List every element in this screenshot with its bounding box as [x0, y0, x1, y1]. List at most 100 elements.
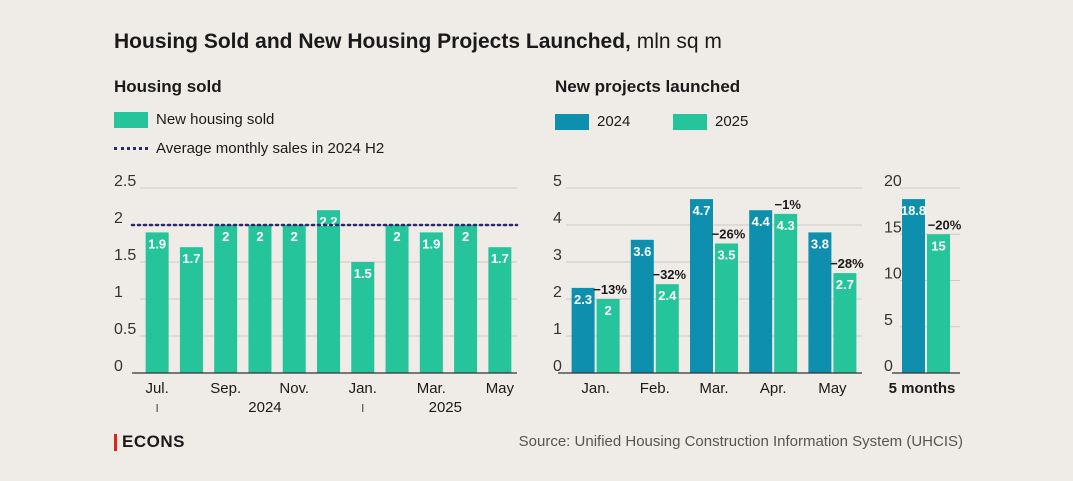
- chart-title-main: Housing Sold and New Housing Projects La…: [114, 30, 631, 53]
- housing-sold-value-label: 1.9: [422, 236, 440, 251]
- projects-2025-value-label: 2.7: [836, 277, 854, 292]
- legend-label-new-housing-sold: New housing sold: [156, 111, 275, 128]
- legend-new-housing-sold: New housing sold: [114, 111, 274, 128]
- projects-2024-value-label: 2.3: [574, 292, 592, 307]
- left-xtick-label: Sep.: [210, 380, 241, 397]
- legend-dotted-line: [114, 147, 148, 150]
- housing-sold-bar: [385, 225, 409, 373]
- projects-change-label: −13%: [593, 282, 627, 297]
- year-label-2024: 2024: [248, 399, 281, 416]
- right-ytick-label: 0: [884, 358, 893, 375]
- left-ytick-label: 1.5: [114, 247, 136, 264]
- housing-sold-bar: [351, 262, 375, 373]
- left-xtick-label: Nov.: [279, 380, 309, 397]
- right-xtick-label: 5 months: [889, 380, 956, 397]
- legend-2025: 2025: [673, 113, 748, 130]
- left-xtick-label: Jan.: [349, 380, 377, 397]
- housing-sold-value-label: 1.7: [491, 251, 509, 266]
- projects-2024-bar: [571, 287, 595, 373]
- left-ytick-label: 2.5: [114, 173, 136, 190]
- middle-ytick-label: 5: [553, 173, 562, 190]
- projects-change-label: −1%: [775, 197, 802, 212]
- logo-red-bar: [114, 433, 117, 451]
- legend-green-swatch: [114, 111, 148, 128]
- housing-sold-value-label: 1.9: [148, 236, 166, 251]
- chart-title: Housing Sold and New Housing Projects La…: [114, 30, 722, 54]
- middle-ytick-label: 0: [553, 358, 562, 375]
- middle-ytick-label: 1: [553, 321, 562, 338]
- right-ytick-label: 5: [884, 312, 893, 329]
- left-ytick-label: 0: [114, 358, 123, 375]
- logo-text: ECONS: [122, 432, 185, 451]
- right-ytick-label: 10: [884, 266, 902, 283]
- legend-2024: 2024: [555, 113, 630, 130]
- projects-2024-value-label: 3.6: [633, 244, 651, 259]
- legend-green-swatch-2025: [673, 113, 707, 130]
- projects-2024-bar: [690, 199, 713, 373]
- total-2024-value-label: 18.8: [901, 203, 926, 218]
- year-label-2025: 2025: [429, 399, 462, 416]
- housing-sold-bar: [179, 247, 203, 373]
- projects-2024-value-label: 3.8: [811, 236, 829, 251]
- total-2025-value-label: 15: [931, 238, 945, 253]
- middle-xtick-label: Jan.: [581, 380, 609, 397]
- left-xtick-label: Jul.: [145, 380, 168, 397]
- housing-sold-bar: [282, 225, 306, 373]
- projects-2025-bar: [655, 284, 679, 373]
- housing-sold-bar: [488, 247, 512, 373]
- source-note: Source: Unified Housing Construction Inf…: [518, 433, 963, 450]
- middle-ytick-label: 4: [553, 210, 562, 227]
- projects-2025-bar: [715, 243, 738, 373]
- middle-xtick-label: Apr.: [760, 380, 787, 397]
- left-ytick-label: 1: [114, 284, 123, 301]
- projects-2025-value-label: 3.5: [717, 248, 735, 263]
- total-change-label: −20%: [928, 217, 962, 232]
- projects-change-label: −28%: [830, 256, 864, 271]
- projects-2025-value-label: 2.4: [658, 288, 677, 303]
- housing-sold-value-label: 1.7: [182, 251, 200, 266]
- housing-sold-bar: [454, 225, 478, 373]
- projects-2025-bar: [596, 299, 620, 373]
- housing-sold-value-label: 2: [222, 229, 229, 244]
- econs-logo: ECONS: [114, 432, 185, 452]
- projects-2024-value-label: 4.4: [752, 214, 771, 229]
- left-ytick-label: 2: [114, 210, 123, 227]
- housing-sold-value-label: 2: [393, 229, 400, 244]
- projects-change-label: −32%: [652, 267, 686, 282]
- left-subtitle: Housing sold: [114, 77, 222, 96]
- legend-label-2024: 2024: [597, 113, 631, 130]
- projects-change-label: −26%: [712, 227, 746, 242]
- projects-2025-bar: [774, 213, 798, 373]
- projects-2024-bar: [749, 210, 773, 373]
- housing-sold-value-label: 1.5: [354, 266, 372, 281]
- legend-label-2025: 2025: [715, 113, 749, 130]
- legend-label-average: Average monthly sales in 2024 H2: [156, 140, 385, 157]
- projects-2024-value-label: 4.7: [692, 203, 710, 218]
- total-2025-bar: [927, 234, 950, 373]
- housing-sold-bar: [419, 232, 443, 373]
- middle-xtick-label: Mar.: [699, 380, 728, 397]
- housing-sold-bar: [145, 232, 169, 373]
- housing-sold-value-label: 2.2: [319, 214, 337, 229]
- projects-2025-value-label: 4.3: [777, 218, 795, 233]
- right-ytick-label: 20: [884, 173, 902, 190]
- left-xtick-label: Mar.: [417, 380, 446, 397]
- chart-title-unit: mln sq m: [636, 30, 722, 53]
- right-ytick-label: 15: [884, 219, 902, 236]
- right-subtitle: New projects launched: [555, 77, 741, 96]
- middle-ytick-label: 3: [553, 247, 562, 264]
- housing-sold-bar: [214, 225, 238, 373]
- legend-average-line: Average monthly sales in 2024 H2: [114, 140, 384, 157]
- housing-sold-value-label: 2: [462, 229, 469, 244]
- total-2024-bar: [902, 199, 925, 373]
- legend-blue-swatch: [555, 113, 589, 130]
- projects-2025-value-label: 2: [604, 303, 611, 318]
- projects-2024-bar: [630, 239, 654, 373]
- middle-xtick-label: May: [818, 380, 847, 397]
- housing-sold-value-label: 2: [291, 229, 298, 244]
- projects-2025-bar: [833, 273, 857, 373]
- housing-sold-value-label: 2: [256, 229, 263, 244]
- left-xtick-label: May: [486, 380, 515, 397]
- left-ytick-label: 0.5: [114, 321, 136, 338]
